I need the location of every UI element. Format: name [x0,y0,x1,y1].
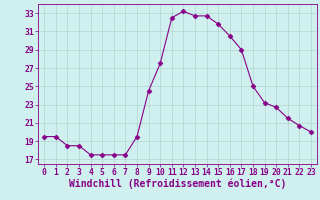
X-axis label: Windchill (Refroidissement éolien,°C): Windchill (Refroidissement éolien,°C) [69,179,286,189]
